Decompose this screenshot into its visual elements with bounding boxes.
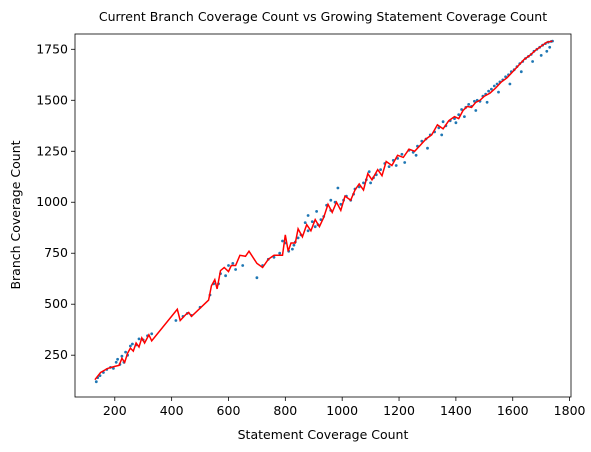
y-axis-label: Branch Coverage Count [8,140,23,289]
scatter-point [227,264,230,267]
y-tick-label: 750 [44,245,68,260]
scatter-point [426,147,429,150]
scatter-point [175,319,178,322]
x-tick-label: 1600 [497,403,529,418]
x-tick-label: 400 [160,403,184,418]
scatter-point [415,154,418,157]
scatter-point [388,165,391,168]
y-tick-label: 1750 [36,41,68,56]
scatter-point [403,161,406,164]
chart-title: Current Branch Coverage Count vs Growing… [99,9,547,24]
scatter-point [368,170,371,173]
x-tick-label: 600 [217,403,241,418]
scatter-point [520,70,523,73]
scatter-point [487,90,490,93]
scatter-point [281,240,284,243]
scatter-point [497,91,500,94]
scatter-point [95,380,98,383]
scatter-point [256,276,259,279]
y-tick-label: 1500 [36,92,68,107]
y-tick-label: 1250 [36,143,68,158]
scatter-point [129,345,132,348]
x-tick-label: 800 [273,403,297,418]
scatter-point [442,120,445,123]
scatter-point [307,214,310,217]
scatter-point [329,199,332,202]
scatter-point [241,264,244,267]
scatter-point [509,83,512,86]
x-tick-label: 1200 [383,403,415,418]
scatter-point [293,244,296,247]
scatter-point [234,268,237,271]
y-tick-label: 500 [44,296,68,311]
scatter-point [291,248,294,251]
scatter-point [401,153,404,156]
scatter-point [548,46,551,49]
scatter-point [314,225,317,228]
scatter-point [379,168,382,171]
scatter-point [315,210,318,213]
scatter-point [231,262,234,265]
x-tick-label: 1800 [554,403,586,418]
plot-area [95,40,554,383]
y-tick-label: 1000 [36,194,68,209]
scatter-point [395,164,398,167]
scatter-point [304,221,307,224]
scatter-point [115,361,118,364]
scatter-point [138,338,141,341]
scatter-point [124,351,127,354]
scatter-point [337,187,340,190]
scatter-point [545,50,548,53]
scatter-point [467,103,470,106]
scatter-point [455,121,458,124]
scatter-point [440,134,443,137]
scatter-point [224,274,227,277]
scatter-point [131,343,134,346]
scatter-point [307,229,310,232]
x-tick-label: 1400 [440,403,472,418]
scatter-point [369,182,372,185]
x-tick-label: 200 [103,403,127,418]
scatter-point [278,252,281,255]
scatter-point [531,60,534,63]
scatter-point [486,101,489,104]
scatter-point [150,332,153,335]
x-tick-label: 1000 [326,403,358,418]
x-axis-label: Statement Coverage Count [238,427,409,442]
scatter-point [540,54,543,57]
scatter-point [474,109,477,112]
y-tick-label: 250 [44,347,68,362]
scatter-point [493,85,496,88]
series-line [95,41,553,380]
scatter-point [463,115,466,118]
scatter-point [116,358,119,361]
